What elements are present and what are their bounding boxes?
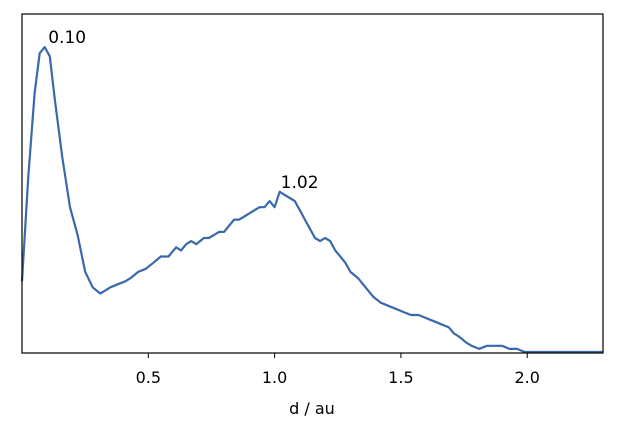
x-axis-ticks: 0.5 1.0 1.5 2.0 xyxy=(136,353,540,387)
line-layer xyxy=(20,45,603,354)
peak-annotation: 1.02 xyxy=(281,173,319,193)
series-line-0 xyxy=(20,45,603,354)
x-tick-label: 0.5 xyxy=(136,368,161,387)
peak-annotation: 0.10 xyxy=(48,28,86,48)
annotations: 0.10 1.02 xyxy=(48,28,318,193)
x-tick-label: 1.5 xyxy=(388,368,413,387)
x-axis-title: d / au xyxy=(289,399,335,418)
plot-frame xyxy=(21,13,604,354)
x-tick-label: 1.0 xyxy=(262,368,287,387)
x-tick-label: 2.0 xyxy=(514,368,539,387)
plot-area xyxy=(22,14,603,353)
